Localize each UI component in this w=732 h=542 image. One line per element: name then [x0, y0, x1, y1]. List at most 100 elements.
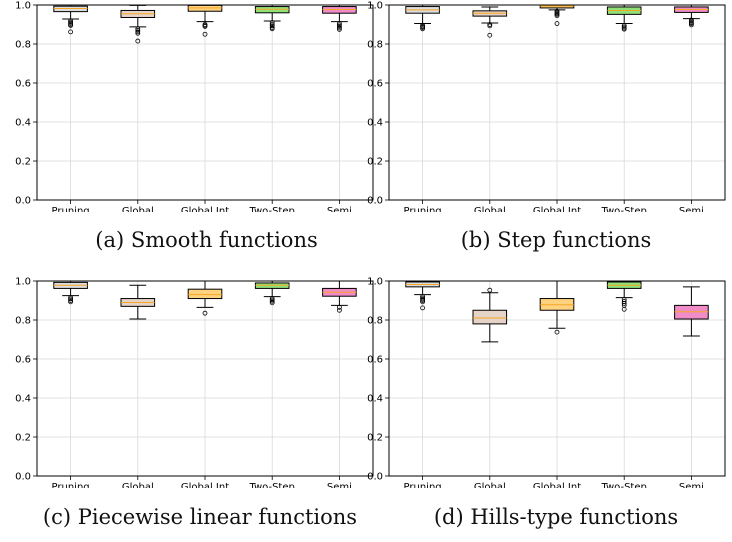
- outlier-point: [621, 306, 627, 312]
- y-tick-label: 0.0: [15, 472, 31, 483]
- x-tick-label: Two-Step: [249, 482, 295, 488]
- caption-b: (b) Step functions: [460, 228, 652, 252]
- box-global: [120, 284, 156, 320]
- y-tick-label: 1.0: [15, 1, 31, 12]
- x-tick-label: Pruning: [404, 206, 442, 212]
- outlier-point: [420, 298, 425, 303]
- outlier-point: [68, 296, 73, 302]
- outlier-point: [135, 26, 141, 32]
- outlier-point: [135, 29, 141, 35]
- x-tick-label: Global: [474, 482, 506, 488]
- axes-frame: [388, 280, 726, 477]
- box-pruning: [53, 4, 88, 35]
- chart-c: 0.0 0.2 0.4 0.6 0.8 1.0 Pruning Global Global In…: [15, 277, 374, 493]
- outlier-point: [688, 21, 694, 26]
- chart-a: 0.0 0.2 0.4 0.6 0.8 1.0 Pruning Global Global In…: [15, 1, 374, 217]
- outlier-point: [135, 38, 141, 44]
- x-tick-label: Global Int: [533, 482, 581, 488]
- box-pruning: [405, 4, 440, 32]
- y-tick-label: 1.0: [367, 277, 383, 288]
- outlier-point: [336, 21, 342, 26]
- outlier-point: [336, 22, 342, 28]
- y-tick-label: 0.4: [15, 118, 31, 129]
- y-tick-label: 0.8: [15, 316, 31, 327]
- x-tick-label: Two-Step: [249, 206, 295, 212]
- y-tick-label: 0.8: [367, 316, 383, 327]
- outlier-point: [269, 23, 275, 29]
- outlier-point: [554, 329, 560, 335]
- box-two-step: [606, 4, 642, 32]
- outlier-point: [135, 30, 141, 36]
- box-global: [472, 287, 508, 343]
- outlier-point: [420, 26, 425, 32]
- x-tick-label: Global: [122, 482, 154, 488]
- outlier-point: [336, 307, 342, 313]
- outlier-point: [487, 23, 493, 29]
- axes-frame: [388, 4, 726, 201]
- y-tick-label: 0.0: [367, 196, 383, 207]
- outlier-point: [68, 299, 73, 305]
- outlier-point: [269, 300, 275, 306]
- box-global: [472, 6, 508, 38]
- outlier-point: [420, 25, 425, 30]
- outlier-point: [269, 297, 275, 303]
- outlier-point: [336, 304, 342, 310]
- y-tick-label: 0.0: [367, 472, 383, 483]
- box-global-int: [187, 280, 223, 316]
- panel-d: 0.0 0.2 0.4 0.6 0.8 1.0 Pruning Global Global In…: [352, 276, 732, 493]
- y-tick-label: 0.4: [15, 394, 31, 405]
- box-semi: [674, 286, 709, 337]
- outlier-point: [269, 20, 275, 25]
- panel-b: 0.0 0.2 0.4 0.6 0.8 1.0 Pruning Global Global In…: [352, 0, 732, 217]
- outlier-point: [554, 11, 560, 17]
- outlier-point: [336, 24, 342, 29]
- outlier-point: [487, 287, 493, 293]
- outlier-point: [68, 298, 73, 303]
- panel-a: 0.0 0.2 0.4 0.6 0.8 1.0 Pruning Global Global In…: [0, 0, 380, 217]
- outlier-point: [68, 23, 73, 28]
- outlier-point: [68, 29, 73, 35]
- x-tick-label: Two-Step: [601, 206, 647, 212]
- x-tick-label: Semi: [679, 482, 704, 488]
- y-tick-label: 0.2: [367, 433, 383, 444]
- x-tick-label: Global: [474, 206, 506, 212]
- y-tick-label: 0.6: [15, 355, 31, 366]
- box-pruning: [53, 280, 88, 305]
- panel-c: 0.0 0.2 0.4 0.6 0.8 1.0 Pruning Global Global In…: [0, 276, 380, 493]
- chart-b: 0.0 0.2 0.4 0.6 0.8 1.0 Pruning Global Global In…: [367, 1, 726, 217]
- y-tick-label: 0.0: [15, 196, 31, 207]
- chart-d: 0.0 0.2 0.4 0.6 0.8 1.0 Pruning Global Global In…: [367, 277, 726, 493]
- caption-d: (d) Hills-type functions: [433, 505, 679, 529]
- y-tick-label: 0.8: [367, 40, 383, 51]
- y-tick-label: 0.4: [367, 118, 383, 129]
- x-tick-label: Pruning: [52, 482, 90, 488]
- axes-frame: [36, 280, 374, 477]
- y-tick-label: 0.2: [15, 157, 31, 168]
- y-tick-label: 0.6: [15, 79, 31, 90]
- y-tick-label: 1.0: [15, 277, 31, 288]
- x-tick-label: Pruning: [404, 482, 442, 488]
- y-tick-label: 0.6: [367, 79, 383, 90]
- y-tick-label: 0.8: [15, 40, 31, 51]
- outlier-point: [487, 22, 493, 27]
- outlier-point: [269, 25, 275, 30]
- y-tick-label: 0.4: [367, 394, 383, 405]
- outlier-point: [621, 26, 627, 32]
- x-tick-label: Global Int: [181, 482, 229, 488]
- y-tick-label: 0.2: [367, 157, 383, 168]
- x-tick-label: Semi: [327, 206, 352, 212]
- box-global: [120, 4, 156, 44]
- outlier-point: [554, 21, 560, 26]
- outlier-point: [269, 298, 275, 304]
- outlier-point: [420, 305, 425, 311]
- x-tick-label: Global: [122, 206, 154, 212]
- caption-c: (c) Piecewise linear functions: [42, 505, 358, 529]
- x-tick-label: Global Int: [533, 206, 581, 212]
- y-tick-label: 1.0: [367, 1, 383, 12]
- x-tick-label: Semi: [679, 206, 704, 212]
- outlier-point: [688, 22, 694, 28]
- outlier-point: [487, 32, 493, 38]
- y-tick-label: 0.6: [367, 355, 383, 366]
- box-two-step: [254, 4, 290, 32]
- caption-a: (a) Smooth functions: [95, 228, 318, 252]
